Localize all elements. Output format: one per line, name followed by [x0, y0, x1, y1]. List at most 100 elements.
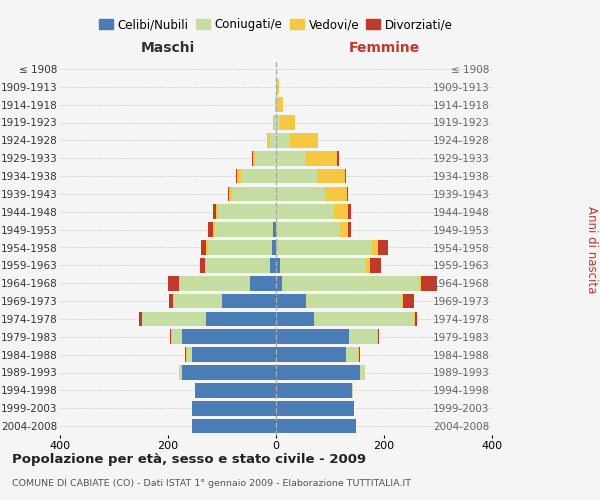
Bar — [306, 294, 402, 308]
Bar — [241, 168, 276, 184]
Bar — [169, 294, 173, 308]
Bar — [365, 258, 370, 272]
Bar — [236, 168, 241, 184]
Bar — [193, 401, 276, 415]
Bar — [276, 133, 290, 148]
Bar — [372, 240, 377, 255]
Bar — [187, 348, 193, 362]
Bar — [280, 258, 365, 272]
Bar — [352, 383, 353, 398]
Legend: Celibi/Nubili, Coniugati/e, Vedovi/e, Divorziati/e: Celibi/Nubili, Coniugati/e, Vedovi/e, Di… — [94, 14, 458, 36]
Bar — [414, 312, 415, 326]
Bar — [283, 276, 419, 290]
Bar — [276, 80, 277, 94]
Bar — [337, 151, 338, 166]
Bar — [306, 151, 337, 166]
Bar — [278, 98, 283, 112]
Bar — [232, 186, 276, 201]
Bar — [276, 276, 283, 290]
Bar — [229, 186, 232, 201]
Bar — [402, 294, 403, 308]
Bar — [193, 419, 276, 434]
Bar — [276, 204, 334, 219]
Bar — [222, 294, 276, 308]
Bar — [170, 330, 171, 344]
Bar — [317, 168, 344, 184]
Bar — [276, 383, 352, 398]
Bar — [139, 312, 142, 326]
Bar — [250, 276, 276, 290]
Bar — [276, 401, 354, 415]
Bar — [195, 383, 276, 398]
Bar — [267, 133, 269, 148]
Bar — [276, 330, 349, 344]
Bar — [205, 258, 206, 272]
Bar — [142, 312, 206, 326]
Bar — [214, 222, 215, 237]
Bar — [276, 222, 340, 237]
Text: Maschi: Maschi — [141, 40, 195, 54]
Bar — [370, 258, 381, 272]
Bar — [359, 348, 360, 362]
Bar — [325, 186, 347, 201]
Bar — [314, 312, 414, 326]
Bar — [256, 151, 276, 166]
Bar — [378, 330, 379, 344]
Bar — [206, 240, 208, 255]
Bar — [172, 330, 182, 344]
Bar — [276, 151, 306, 166]
Bar — [276, 98, 278, 112]
Bar — [173, 294, 175, 308]
Bar — [276, 294, 306, 308]
Bar — [274, 222, 276, 237]
Bar — [346, 348, 358, 362]
Bar — [349, 330, 377, 344]
Bar — [182, 330, 276, 344]
Bar — [415, 312, 418, 326]
Bar — [201, 240, 206, 255]
Bar — [218, 204, 276, 219]
Bar — [403, 294, 414, 308]
Bar — [213, 204, 215, 219]
Text: COMUNE DI CABIATE (CO) - Dati ISTAT 1° gennaio 2009 - Elaborazione TUTTITALIA.IT: COMUNE DI CABIATE (CO) - Dati ISTAT 1° g… — [12, 479, 411, 488]
Bar — [344, 168, 346, 184]
Bar — [290, 133, 317, 148]
Bar — [347, 186, 349, 201]
Bar — [280, 115, 295, 130]
Bar — [377, 240, 388, 255]
Bar — [179, 365, 182, 380]
Text: Popolazione per età, sesso e stato civile - 2009: Popolazione per età, sesso e stato civil… — [12, 452, 366, 466]
Bar — [276, 365, 360, 380]
Bar — [421, 276, 437, 290]
Bar — [272, 240, 276, 255]
Bar — [276, 258, 280, 272]
Bar — [276, 186, 325, 201]
Bar — [360, 365, 365, 380]
Bar — [228, 186, 229, 201]
Bar — [276, 115, 280, 130]
Bar — [179, 276, 180, 290]
Bar — [168, 276, 179, 290]
Bar — [276, 168, 317, 184]
Bar — [252, 151, 253, 166]
Bar — [206, 312, 276, 326]
Bar — [276, 312, 314, 326]
Bar — [274, 115, 276, 130]
Bar — [235, 168, 236, 184]
Bar — [185, 348, 187, 362]
Bar — [208, 240, 272, 255]
Bar — [180, 276, 250, 290]
Bar — [277, 80, 278, 94]
Bar — [334, 204, 348, 219]
Bar — [276, 240, 372, 255]
Bar — [253, 151, 256, 166]
Bar — [276, 419, 356, 434]
Bar — [348, 222, 350, 237]
Text: Femmine: Femmine — [349, 40, 419, 54]
Bar — [206, 258, 269, 272]
Bar — [377, 330, 378, 344]
Bar — [348, 204, 350, 219]
Text: Anni di nascita: Anni di nascita — [584, 206, 598, 294]
Bar — [269, 258, 276, 272]
Bar — [215, 222, 274, 237]
